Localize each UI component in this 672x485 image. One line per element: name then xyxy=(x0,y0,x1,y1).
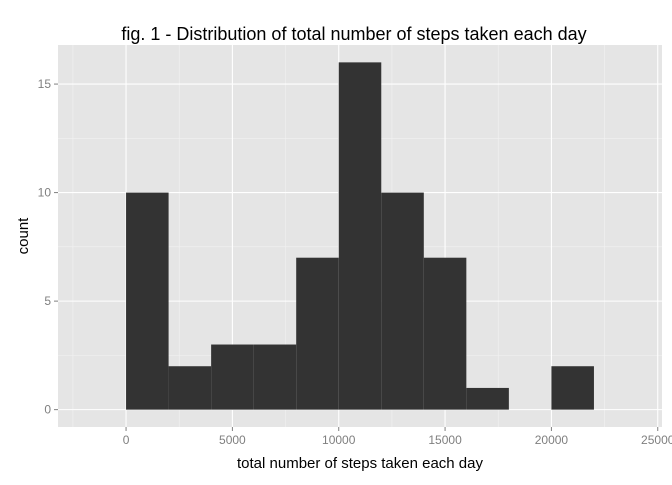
x-tick-label: 10000 xyxy=(322,433,356,447)
histogram-bar xyxy=(211,344,254,410)
x-tick-label: 25000 xyxy=(641,433,672,447)
histogram-bar xyxy=(423,257,467,410)
histogram-bar xyxy=(296,257,339,410)
histogram-bar xyxy=(381,192,424,410)
x-axis-ticks: 0 5000 10000 15000 20000 25000 xyxy=(123,427,672,447)
histogram-bars xyxy=(126,62,594,410)
x-tick-label: 20000 xyxy=(535,433,569,447)
y-tick-label: 15 xyxy=(38,77,52,91)
x-tick-label: 0 xyxy=(123,433,130,447)
histogram-bar xyxy=(466,387,509,410)
histogram-bar xyxy=(126,192,169,410)
x-tick-label: 15000 xyxy=(428,433,462,447)
histogram-bar xyxy=(551,366,594,410)
y-axis-label: count xyxy=(15,217,32,255)
y-tick-label: 5 xyxy=(44,294,51,308)
chart-title: fig. 1 - Distribution of total number of… xyxy=(121,24,586,44)
x-tick-label: 5000 xyxy=(219,433,246,447)
x-axis-label: total number of steps taken each day xyxy=(237,455,483,472)
y-axis-ticks: 0 5 10 15 xyxy=(38,77,58,417)
y-tick-label: 0 xyxy=(44,403,51,417)
histogram-bar xyxy=(338,62,382,410)
histogram-bar xyxy=(253,344,297,410)
y-tick-label: 10 xyxy=(38,186,52,200)
histogram-bar xyxy=(168,366,212,410)
